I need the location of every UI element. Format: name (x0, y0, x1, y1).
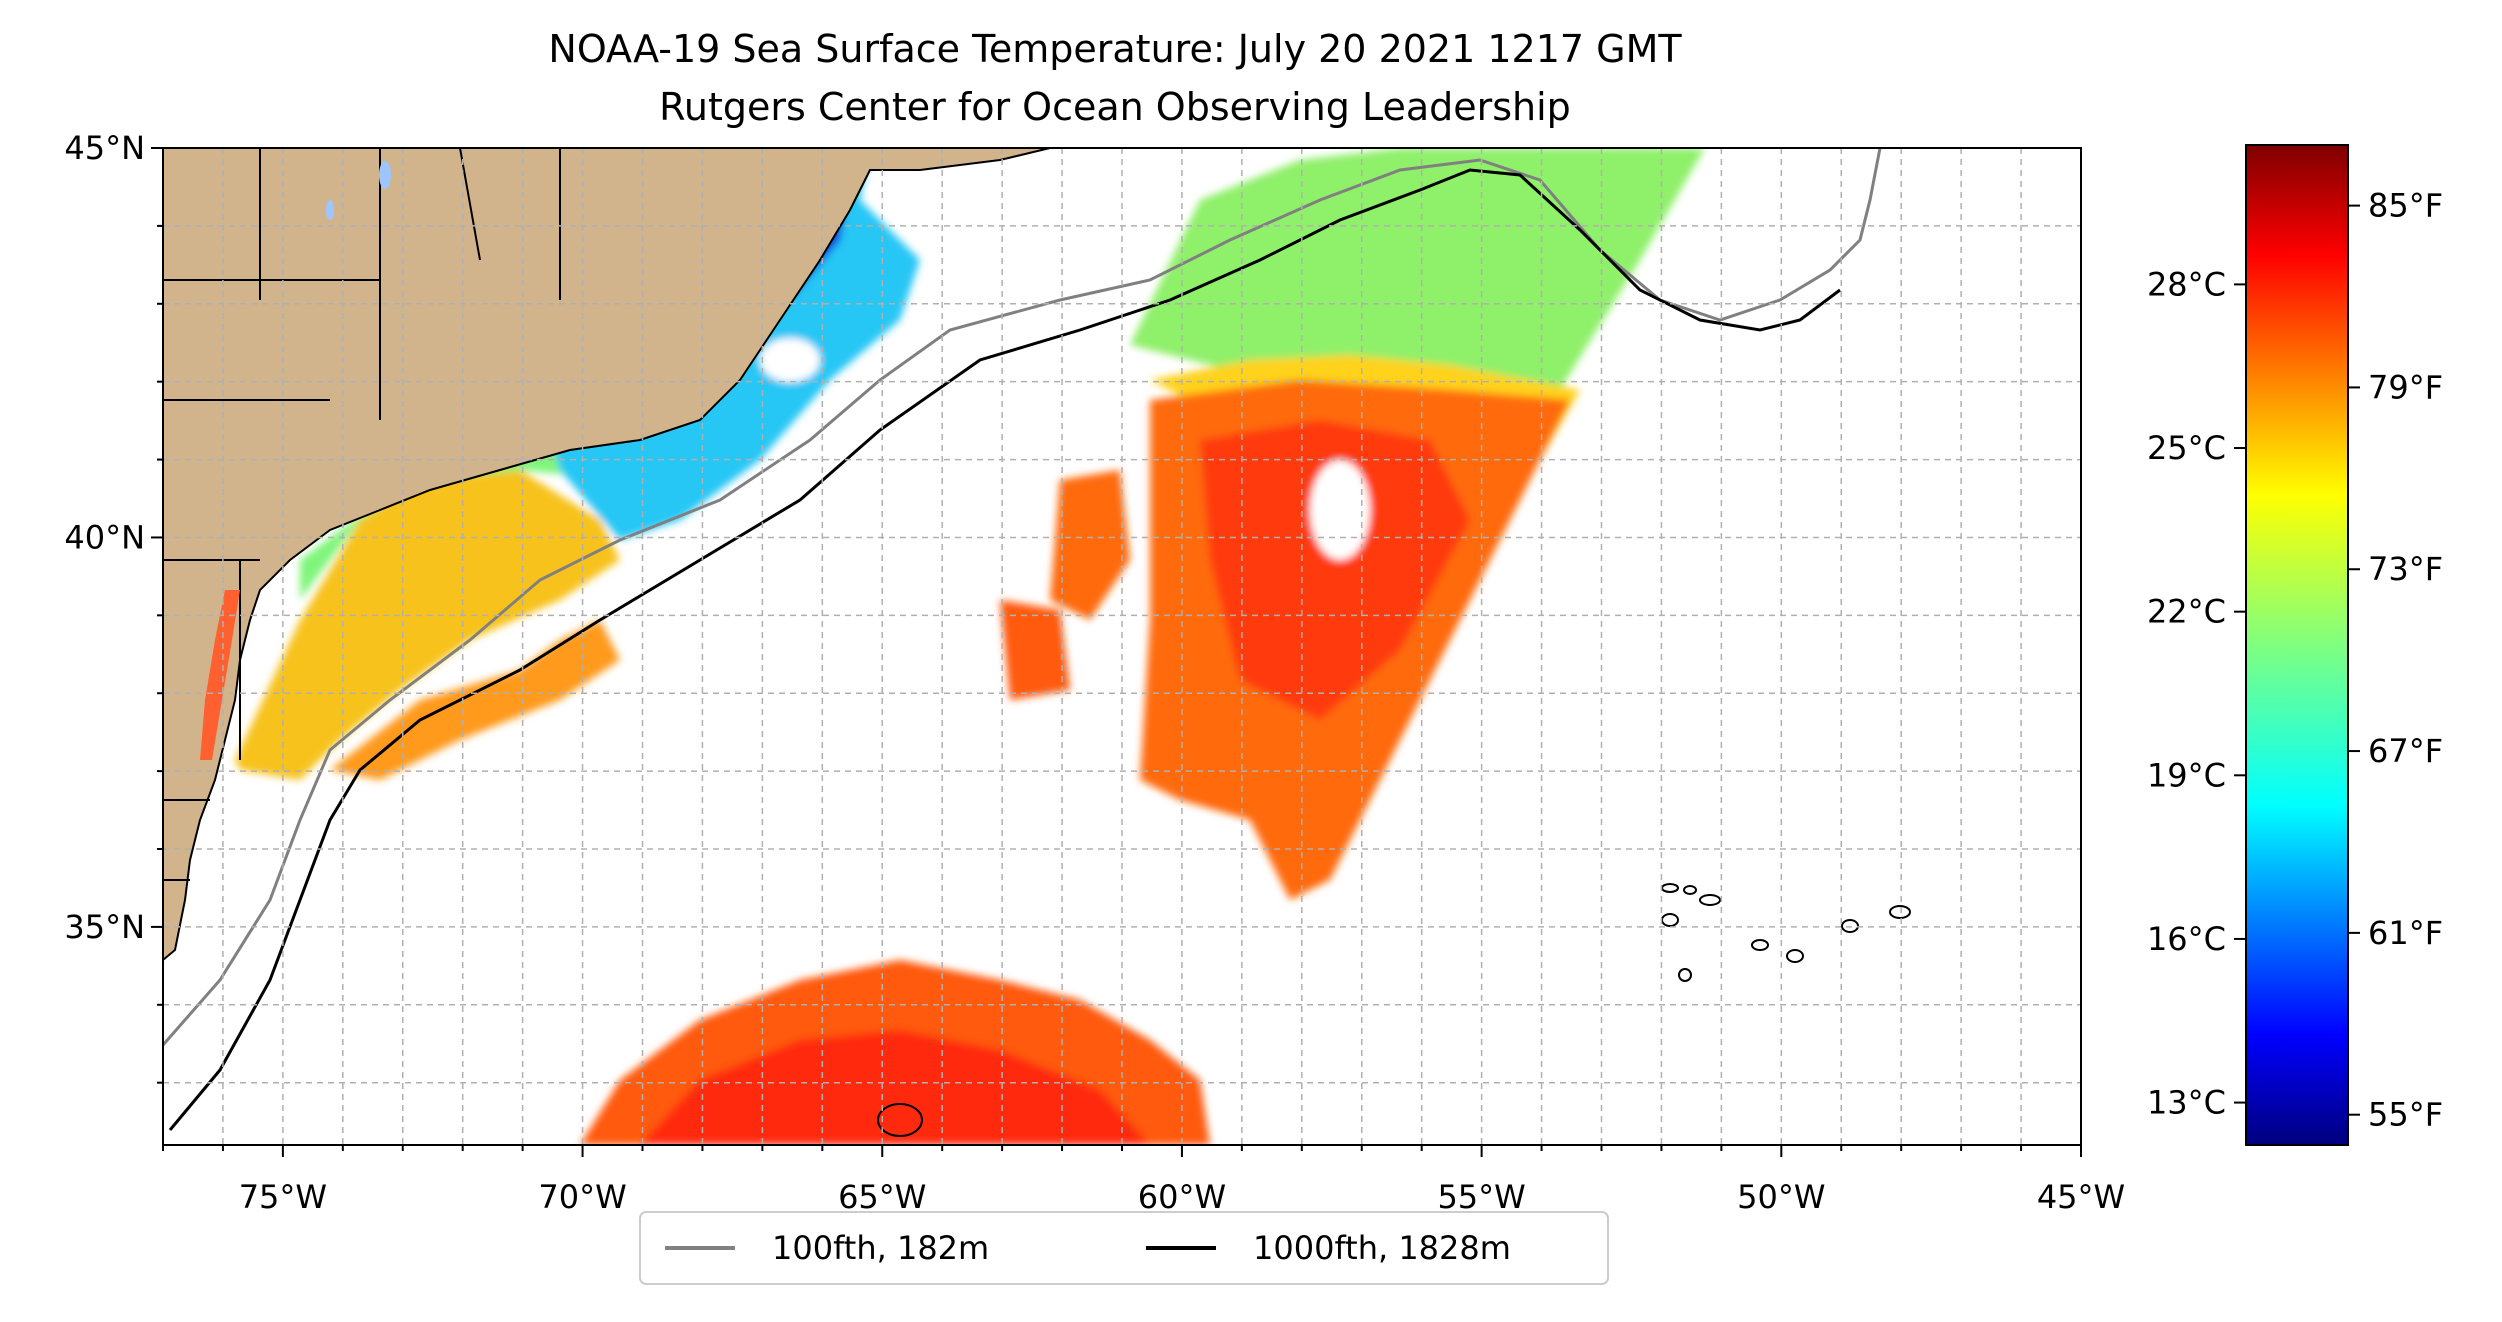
colorbar-f-label: 61°F (2368, 914, 2443, 952)
colorbar-f-label: 73°F (2368, 550, 2443, 588)
colorbar-f-label: 79°F (2368, 368, 2443, 406)
x-tick-label: 60°W (1138, 1178, 1226, 1216)
x-axis: 75°W 70°W 65°W 60°W 55°W 50°W 45°W (162, 1145, 2125, 1216)
sst-patch-b (1000, 600, 1070, 700)
y-tick-label: 35°N (64, 908, 145, 946)
colorbar-c-label: 28°C (2147, 265, 2226, 303)
sst-swath-red (1200, 420, 1470, 720)
sst-north-swath-green (1130, 148, 1705, 390)
x-tick-label: 45°W (2037, 1178, 2125, 1216)
land (163, 148, 1051, 962)
islands (877, 883, 1911, 1137)
x-tick-label: 65°W (838, 1178, 926, 1216)
legend: 100fth, 182m 1000fth, 1828m (639, 1211, 1609, 1285)
x-tick-label: 55°W (1437, 1178, 1525, 1216)
sst-midatlantic-orange (330, 620, 620, 780)
colorbar-ticks: 85°F 79°F 73°F 67°F 61°F 55°F 28°C 25°C 22°C 19°C… (2147, 187, 2443, 1134)
colorbar-f-label: 67°F (2368, 732, 2443, 770)
x-tick-label: 75°W (239, 1178, 327, 1216)
sst-midatlantic-warm (235, 470, 620, 780)
colorbar-f-label: 85°F (2368, 187, 2443, 225)
chesapeake-bay (200, 590, 240, 760)
y-tick-label: 40°N (64, 518, 145, 556)
gridlines (163, 148, 2081, 1145)
x-tick-label: 70°W (538, 1178, 626, 1216)
map-area (163, 148, 2081, 1145)
colorbar-gradient (2245, 144, 2349, 1146)
legend-label-1000fth: 1000fth, 1828m (1253, 1229, 1511, 1267)
colorbar-c-label: 22°C (2147, 593, 2226, 631)
x-tick-label: 50°W (1737, 1178, 1825, 1216)
colorbar: 85°F 79°F 73°F 67°F 61°F 55°F 28°C 25°C 22°C 19°C… (2147, 144, 2443, 1146)
colorbar-c-label: 25°C (2147, 429, 2226, 467)
colorbar-c-label: 13°C (2147, 1084, 2226, 1122)
state-borders (163, 148, 561, 881)
sst-patch-a (1050, 470, 1130, 620)
isobath-1000fth (168, 168, 1841, 1131)
colorbar-c-label: 16°C (2147, 920, 2226, 958)
y-axis: 45°N 40°N 35°N (64, 129, 163, 1084)
colorbar-c-label: 19°C (2147, 756, 2226, 794)
land-coastline (163, 148, 1051, 962)
map-title: NOAA-19 Sea Surface Temperature: July 20… (548, 27, 1682, 71)
legend-label-100fth: 100fth, 182m (772, 1229, 989, 1267)
map-subtitle: Rutgers Center for Ocean Observing Leade… (659, 85, 1571, 129)
sst-south-band-red (640, 1030, 1150, 1145)
isobath-100fth (163, 148, 1882, 1046)
y-tick-label: 45°N (64, 129, 145, 167)
colorbar-f-label: 55°F (2368, 1096, 2443, 1134)
legend-box (639, 1211, 1609, 1285)
